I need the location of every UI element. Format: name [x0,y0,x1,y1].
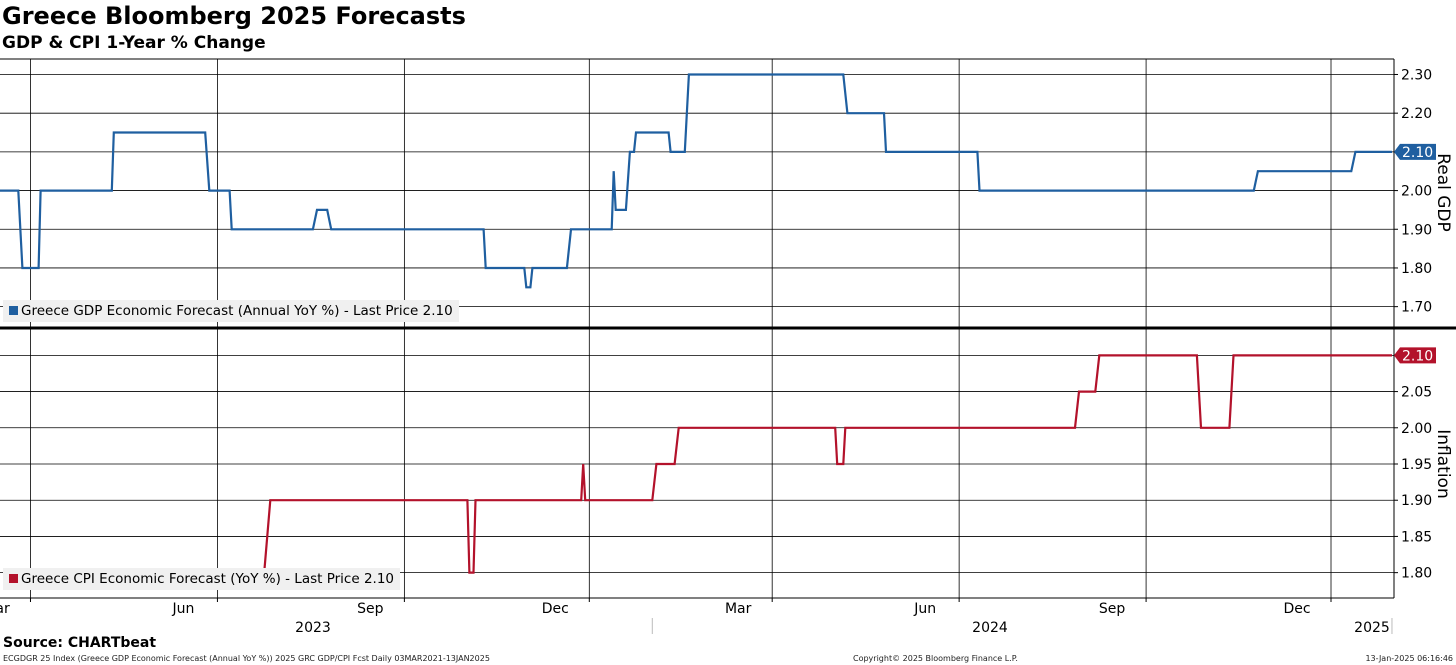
year-label-2025: 2025 [1354,620,1390,636]
cpi-ytick-label-1.95: 1.95 [1401,457,1432,473]
source-note: Source: CHARTbeat [3,635,157,651]
legend-gdp: Greece GDP Economic Forecast (Annual YoY… [3,300,459,322]
chart-title: Greece Bloomberg 2025 Forecasts [2,2,466,30]
year-label-2023: 2023 [295,620,331,636]
footer-description: ECGDGR 25 Index (Greece GDP Economic For… [3,654,490,663]
month-label-2: Sep [357,601,384,617]
gdp-ytick-label-1.90: 1.90 [1401,222,1432,238]
cpi-ytick-label-1.80: 1.80 [1401,566,1432,582]
cpi-ytick-label-2.00: 2.00 [1401,421,1432,437]
gdp-ytick-label-1.80: 1.80 [1401,261,1432,277]
gdp-axis-label: Real GDP [1433,153,1453,232]
footer-timestamp: 13-Jan-2025 06:16:46 [1365,654,1453,663]
month-label-1: Jun [171,601,194,617]
gdp-last-value-label: 2.10 [1402,145,1433,161]
gdp-ytick-label-2.00: 2.00 [1401,184,1432,200]
month-label-7: Dec [1283,601,1310,617]
legend-cpi: Greece CPI Economic Forecast (YoY %) - L… [3,568,401,590]
month-label-0: Mar [0,601,10,617]
legend-gdp-label: Greece GDP Economic Forecast (Annual YoY… [21,303,453,319]
legend-cpi-label: Greece CPI Economic Forecast (YoY %) - L… [21,571,395,587]
cpi-last-value-badge [1394,347,1436,364]
month-label-4: Mar [725,601,752,617]
legend-cpi-swatch [9,574,18,583]
footer-copyright: Copyright© 2025 Bloomberg Finance L.P. [853,654,1018,663]
cpi-last-value-label: 2.10 [1402,348,1433,364]
gdp-ytick-label-2.30: 2.30 [1401,67,1432,83]
cpi-axis-label: Inflation [1433,429,1453,498]
cpi-series-line [111,354,1392,574]
gdp-ytick-label-2.20: 2.20 [1401,106,1432,122]
gdp-ytick-label-1.70: 1.70 [1401,300,1432,316]
gdp-series-line [0,73,1392,289]
year-label-2024: 2024 [972,620,1008,636]
cpi-ytick-label-1.90: 1.90 [1401,493,1432,509]
legend-gdp-swatch [9,306,18,315]
cpi-ytick-label-1.85: 1.85 [1401,529,1432,545]
gdp-last-value-badge [1394,143,1436,160]
chart-subtitle: GDP & CPI 1-Year % Change [2,33,266,53]
month-label-5: Jun [913,601,936,617]
month-label-3: Dec [542,601,569,617]
cpi-ytick-label-2.05: 2.05 [1401,385,1432,401]
month-label-6: Sep [1099,601,1126,617]
